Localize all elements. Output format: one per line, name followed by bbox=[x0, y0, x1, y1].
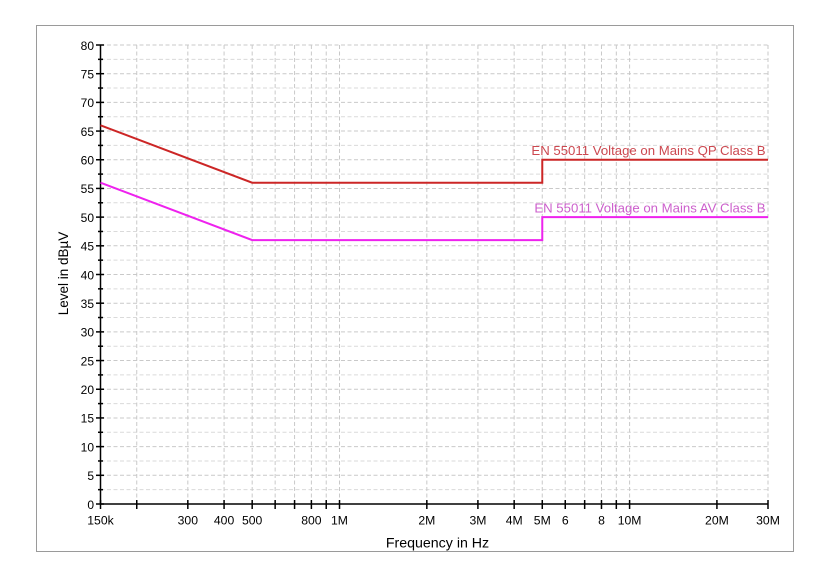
svg-text:3M: 3M bbox=[469, 514, 486, 528]
svg-text:EN 55011 Voltage on Mains QP C: EN 55011 Voltage on Mains QP Class B bbox=[531, 143, 765, 158]
svg-text:30: 30 bbox=[81, 326, 95, 340]
svg-text:75: 75 bbox=[81, 67, 95, 81]
svg-text:0: 0 bbox=[87, 498, 94, 512]
svg-text:800: 800 bbox=[301, 514, 322, 528]
svg-text:Level in dBµV: Level in dBµV bbox=[56, 232, 71, 316]
svg-text:Frequency in Hz: Frequency in Hz bbox=[386, 536, 489, 552]
svg-text:1M: 1M bbox=[331, 514, 348, 528]
svg-text:50: 50 bbox=[81, 211, 95, 225]
svg-text:20: 20 bbox=[81, 383, 95, 397]
svg-text:25: 25 bbox=[81, 354, 95, 368]
svg-text:4M: 4M bbox=[506, 514, 523, 528]
svg-text:70: 70 bbox=[81, 96, 95, 110]
svg-text:8: 8 bbox=[598, 514, 605, 528]
svg-text:400: 400 bbox=[214, 514, 235, 528]
svg-text:150k: 150k bbox=[87, 514, 114, 528]
svg-text:80: 80 bbox=[81, 39, 95, 53]
svg-text:2M: 2M bbox=[418, 514, 435, 528]
svg-text:40: 40 bbox=[81, 268, 95, 282]
svg-text:5M: 5M bbox=[534, 514, 551, 528]
svg-text:300: 300 bbox=[178, 514, 199, 528]
svg-text:45: 45 bbox=[81, 240, 95, 254]
svg-text:30M: 30M bbox=[756, 514, 780, 528]
svg-text:10M: 10M bbox=[618, 514, 642, 528]
svg-text:65: 65 bbox=[81, 125, 95, 139]
svg-text:EN 55011 Voltage on Mains AV C: EN 55011 Voltage on Mains AV Class B bbox=[534, 201, 765, 216]
svg-text:55: 55 bbox=[81, 182, 95, 196]
svg-text:5: 5 bbox=[87, 469, 94, 483]
svg-text:500: 500 bbox=[242, 514, 263, 528]
svg-text:15: 15 bbox=[81, 412, 95, 426]
svg-text:60: 60 bbox=[81, 154, 95, 168]
svg-text:35: 35 bbox=[81, 297, 95, 311]
svg-text:10: 10 bbox=[81, 440, 95, 454]
svg-text:20M: 20M bbox=[705, 514, 729, 528]
svg-text:6: 6 bbox=[562, 514, 569, 528]
